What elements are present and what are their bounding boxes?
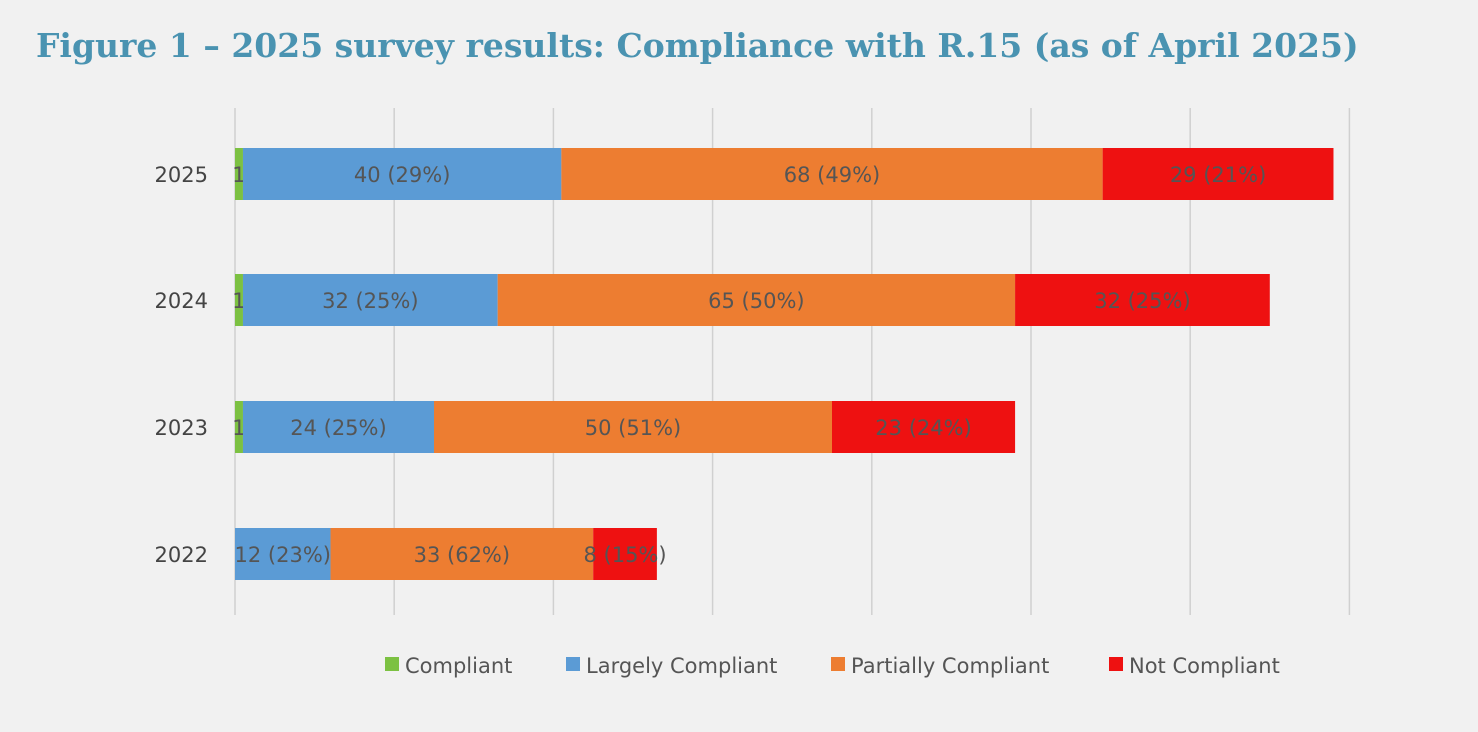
data-label: 65 (50%) bbox=[708, 289, 804, 313]
bar-segment bbox=[497, 274, 1016, 326]
data-label: 8 (15%) bbox=[583, 543, 666, 567]
data-label: 12 (23%) bbox=[235, 543, 331, 567]
bar-segment bbox=[593, 528, 657, 580]
data-label: 32 (25%) bbox=[322, 289, 418, 313]
data-label: 23 (24%) bbox=[875, 416, 971, 440]
legend-swatch bbox=[566, 657, 580, 671]
category-label: 2023 bbox=[155, 416, 208, 440]
data-label: 32 (25%) bbox=[1094, 289, 1190, 313]
bar-segment bbox=[235, 401, 243, 453]
bar-segment bbox=[242, 401, 434, 453]
data-label: 1 bbox=[232, 163, 245, 187]
category-label: 2024 bbox=[155, 289, 208, 313]
data-label: 50 (51%) bbox=[585, 416, 681, 440]
data-label: 1 bbox=[232, 416, 245, 440]
bar-segment bbox=[235, 528, 331, 580]
bar-segment bbox=[1015, 274, 1270, 326]
bar-segment bbox=[242, 148, 562, 200]
data-label: 33 (62%) bbox=[414, 543, 510, 567]
bar-segment bbox=[235, 274, 243, 326]
legend-label: Partially Compliant bbox=[851, 654, 1049, 678]
bar-segment bbox=[330, 528, 594, 580]
legend-label: Compliant bbox=[405, 654, 512, 678]
legend-swatch bbox=[1109, 657, 1123, 671]
data-label: 68 (49%) bbox=[784, 163, 880, 187]
bar-segment bbox=[434, 401, 832, 453]
bar-segment bbox=[235, 148, 243, 200]
data-label: 24 (25%) bbox=[290, 416, 386, 440]
legend-label: Not Compliant bbox=[1129, 654, 1280, 678]
legend-label: Largely Compliant bbox=[586, 654, 777, 678]
category-label: 2025 bbox=[155, 163, 208, 187]
data-label: 29 (21%) bbox=[1170, 163, 1266, 187]
data-label: 1 bbox=[232, 289, 245, 313]
bar-segment bbox=[561, 148, 1103, 200]
chart-title: Figure 1 – 2025 survey results: Complian… bbox=[36, 26, 1359, 65]
category-label: 2022 bbox=[155, 543, 208, 567]
legend-swatch bbox=[831, 657, 845, 671]
bar-segment bbox=[242, 274, 498, 326]
bar-segment bbox=[1102, 148, 1334, 200]
data-label: 40 (29%) bbox=[354, 163, 450, 187]
legend-swatch bbox=[385, 657, 399, 671]
bar-segment bbox=[832, 401, 1016, 453]
